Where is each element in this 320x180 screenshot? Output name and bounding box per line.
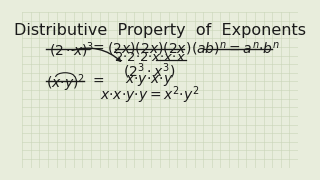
FancyArrowPatch shape [72, 48, 121, 61]
Text: $x{\cdot}x{\cdot}y{\cdot}y = x^2{\cdot}y^2$: $x{\cdot}x{\cdot}y{\cdot}y = x^2{\cdot}y… [100, 84, 199, 105]
Text: $(x{\cdot}y)^2$: $(x{\cdot}y)^2$ [46, 73, 84, 94]
Text: $x{\cdot}y{\cdot}x{\cdot}y$: $x{\cdot}y{\cdot}x{\cdot}y$ [125, 73, 174, 88]
Text: $(ab)^n = a^n{\cdot}b^n$: $(ab)^n = a^n{\cdot}b^n$ [191, 40, 281, 57]
Text: $=$: $=$ [91, 40, 105, 54]
Text: $2{\cdot}2{\cdot}2{\cdot}x{\cdot}x{\cdot}x$: $2{\cdot}2{\cdot}2{\cdot}x{\cdot}x{\cdot… [114, 51, 186, 64]
Text: $=$: $=$ [91, 73, 105, 87]
Text: $(2^3 \cdot x^3)$: $(2^3 \cdot x^3)$ [124, 62, 176, 81]
Text: $(2x)(2x)(2x)$: $(2x)(2x)(2x)$ [108, 40, 192, 56]
Text: Distributive  Property  of  Exponents: Distributive Property of Exponents [14, 23, 306, 38]
Text: $(2 \cdot x)^3$: $(2 \cdot x)^3$ [49, 40, 95, 60]
